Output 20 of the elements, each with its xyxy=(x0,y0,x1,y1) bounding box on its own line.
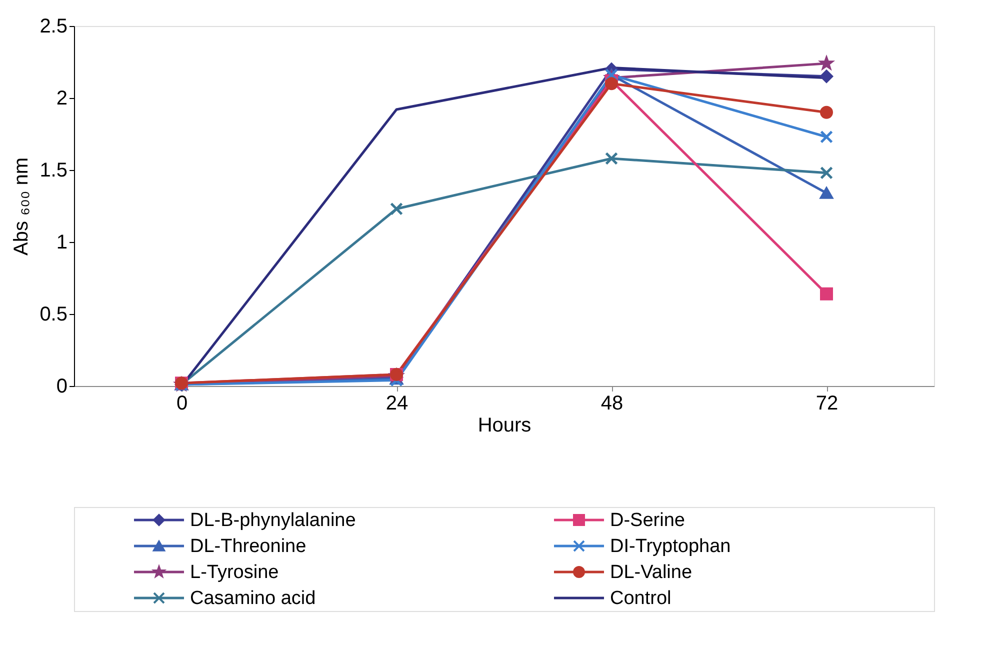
x-tick-label: 24 xyxy=(386,392,408,414)
legend-label: DL-B-phynylalanine xyxy=(190,510,356,531)
x-axis-title: Hours xyxy=(478,414,532,436)
y-tick-label: 1.5 xyxy=(40,160,68,182)
y-tick-label: 1 xyxy=(56,232,68,254)
x-tick-label: 48 xyxy=(600,392,624,414)
y-tick-label: 0.5 xyxy=(40,304,68,326)
legend-label: DL-Valine xyxy=(610,562,692,583)
y-axis-title: Abs ₆₀₀ nm xyxy=(10,157,33,256)
x-tick-label: 0 xyxy=(176,392,188,414)
legend-label: DI-Tryptophan xyxy=(610,536,731,557)
legend-label: L-Tyrosine xyxy=(190,562,279,583)
x-tick-label: 72 xyxy=(816,392,838,414)
y-tick-label: 0 xyxy=(56,376,68,398)
y-tick-label: 2 xyxy=(56,88,68,110)
legend-label: Control xyxy=(610,588,672,609)
legend-label: DL-Threonine xyxy=(190,536,306,557)
legend-label: D-Serine xyxy=(610,510,685,531)
y-tick-label: 2.5 xyxy=(40,16,68,38)
legend-label: Casamino acid xyxy=(190,588,316,609)
